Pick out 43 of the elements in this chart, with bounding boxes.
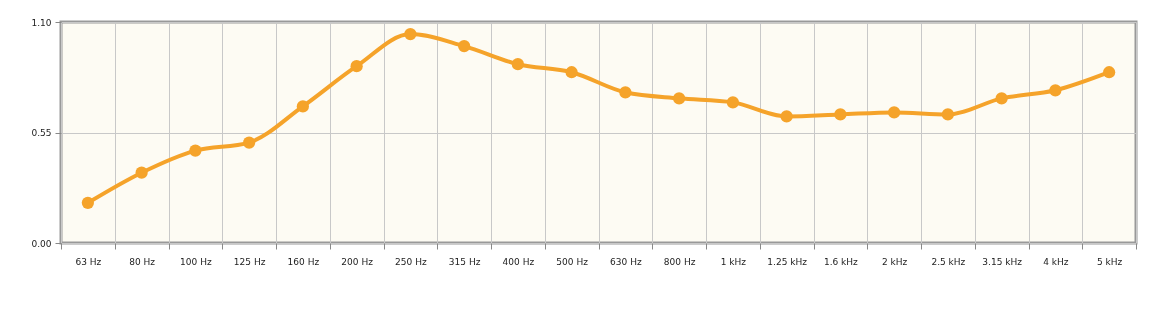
y-tick-label: 0.55 (31, 128, 52, 138)
point (565, 66, 578, 79)
x-tick-label: 4 kHz (1043, 256, 1069, 267)
x-tick-label: 500 Hz (556, 256, 589, 267)
x-tick-label: 63 Hz (75, 256, 102, 267)
x-tick-label: 3.15 kHz (982, 256, 1023, 267)
point (726, 96, 739, 109)
x-tick-label: 2.5 kHz (931, 256, 966, 267)
x-tick-label: 5 kHz (1096, 256, 1123, 267)
y-tick-label: 1.10 (31, 17, 52, 28)
x-tick-label: 100 Hz (180, 256, 212, 267)
point (296, 100, 309, 113)
x-tick-label: 630 Hz (610, 256, 642, 267)
point (780, 110, 793, 123)
point (458, 40, 471, 53)
x-tick-label: 80 Hz (129, 256, 156, 267)
x-tick-label: 250 Hz (395, 256, 427, 267)
point (135, 166, 148, 179)
point (941, 108, 954, 121)
point (243, 136, 256, 149)
point (81, 196, 94, 209)
point (995, 92, 1008, 105)
x-tick-label: 400 Hz (502, 256, 535, 267)
point (888, 106, 901, 119)
y-tick-label: 0.00 (31, 238, 52, 249)
point (834, 108, 847, 121)
point (511, 58, 524, 71)
point (1103, 66, 1116, 79)
point (350, 60, 363, 73)
point (673, 92, 686, 105)
point (189, 144, 202, 157)
point (404, 27, 417, 41)
point (619, 86, 632, 99)
x-tick-label: 2 kHz (881, 256, 908, 267)
point (1049, 84, 1062, 97)
x-tick-label: 1.6 kHz (823, 256, 859, 267)
x-tick-label: 800 Hz (663, 256, 696, 267)
x-tick-label: 1 kHz (720, 256, 747, 267)
x-tick-label: 125 Hz (233, 256, 266, 267)
x-tick-label: 1.25 kHz (767, 256, 808, 267)
x-tick-label: 315 Hz (448, 256, 481, 267)
x-tick-label: 200 Hz (341, 256, 374, 267)
x-tick-label: 160 Hz (287, 256, 320, 267)
